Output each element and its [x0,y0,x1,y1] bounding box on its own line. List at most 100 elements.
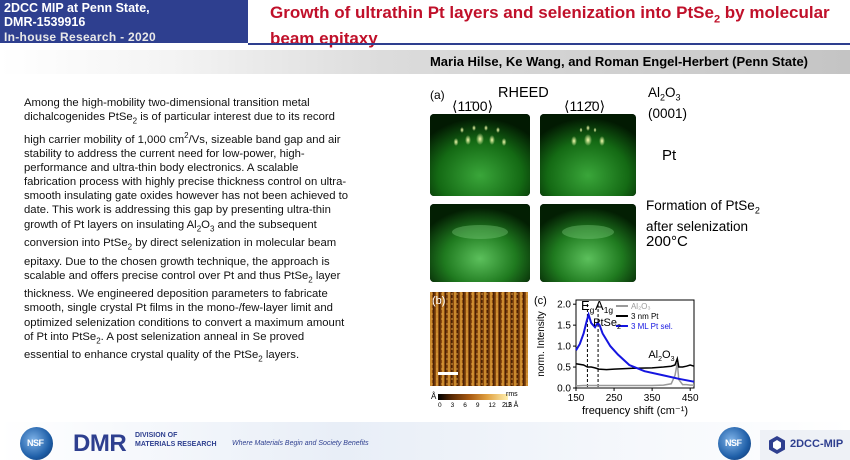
rheed-pattern [540,204,636,282]
inhouse-label: In-house Research - 2020 [4,30,156,44]
x-tick-label: 450 [682,393,699,404]
sub: 2 [196,223,202,233]
sub: 2 [660,92,666,103]
page-title: Growth of ultrathin Pt layers and seleni… [270,3,850,48]
rheed-label: RHEED [498,85,549,101]
afm-tick: 9 [475,402,480,409]
rheed-image-ptse2-2 [540,204,636,282]
dmr-division: DIVISION OF MATERIALS RESEARCH [135,432,217,449]
ptse2-label-sub: 2 [617,323,621,331]
raman-chart: 150 250 350 450 0.0 0.5 1.0 1.5 2.0 frequency shi… [536,298,699,417]
afm-rms-label: rms [506,391,518,398]
afm-rms-value: 2.2 Å [502,402,519,409]
substrate-orientation: (0001) [648,105,688,121]
2dcc-logo-text: 2DCC-MIP [790,438,844,450]
a1g-peak-label-main: A [595,298,604,313]
nsf-logo-right [718,427,751,460]
formation-text-2: after selenization [646,218,749,234]
afm-tick: 3 [450,402,455,409]
rheed-pattern [430,114,530,196]
afm-tick: 6 [463,402,467,409]
series-line [575,355,695,371]
rheed-image-pt-1 [430,114,530,196]
footer [0,422,850,460]
body-s1: Among the high-mobility two-dimensional … [24,97,310,124]
nsf-logo-right-text: NSF [725,438,742,448]
y-tick-label: 0.0 [557,384,571,395]
rheed-pattern [540,114,636,196]
rheed-image-pt-2 [540,114,636,196]
substrate-al: Al [648,85,661,100]
a1g-peak-label: A1g [595,298,613,315]
al2o3-part: Al [648,349,658,361]
series-line [575,311,695,383]
afm-tick: 0 [438,402,442,409]
body-s6: by direct selenization in molecular beam… [24,237,337,282]
afm-colorbar [438,394,508,400]
title-text-1: Growth of ultrathin Pt layers and seleni… [270,3,714,22]
x-tick-label: 350 [644,393,661,404]
rheed-image-ptse2-1 [430,204,530,282]
sub: 2 [754,205,760,216]
nsf-logo [20,427,53,460]
legend-label: 3 nm Pt [631,312,659,321]
title-sub: 2 [713,13,721,26]
al2o3-part: 3 [671,356,675,363]
al2o3-peak-label: Al2O3 [648,349,674,363]
sub: 2 [258,354,263,364]
x-tick-label: 250 [606,393,623,404]
formation-label: Formation of PtSe2 after selenization [646,198,760,234]
afm-colorbar-ticks: 0 3 6 9 12 15 [438,402,512,409]
afm-tick: 15 [504,402,512,409]
pt-label: Pt [662,147,677,164]
authors-bar [0,50,850,74]
afm-texture [430,292,528,386]
direction-label-1: ⟨11̄00⟩ [452,98,494,114]
sub: 2 [308,275,313,284]
body-s3: /Vs, sizeable band gap and air stability… [24,133,349,231]
eg-peak-label-sub: g [590,305,595,315]
afm-unit: Å [431,392,437,401]
body-s8: . A post selenization anneal in Se prove… [24,330,305,362]
program-header: 2DCC MIP at Penn State, DMR-1539916 In-h… [0,0,248,44]
direction-label-2: ⟨112̄0⟩ [564,98,606,114]
sub: 2 [96,336,101,346]
title-rule [248,43,850,45]
y-tick-label: 1.0 [557,342,571,353]
x-tick-label: 150 [568,393,585,404]
plot-frame [575,299,695,389]
abstract-text: Among the high-mobility two-dimensional … [24,96,349,367]
eg-peak-label-main: E [581,298,590,313]
sub: 2 [132,116,138,126]
substrate-o: O [665,85,676,100]
division-line-2: MATERIALS RESEARCH [135,440,217,448]
eg-peak-label: Eg [581,298,595,315]
ptse2-label-main: PtSe [593,317,617,329]
rheed-pattern [430,204,530,282]
sup: 2 [184,130,189,140]
legend-label: 3 ML Pt sel. [631,322,673,331]
panel-b-label: (b) [432,295,446,307]
dmr-tagline: Where Materials Begin and Society Benefi… [232,440,369,447]
x-axis-label: frequency shift (cm⁻¹) [582,405,688,417]
body-s7: layer thickness. We engineered depositio… [24,269,345,343]
award-number: DMR-1539916 [4,15,86,29]
legend-label: Al₂O₃ [631,302,651,311]
a1g-peak-label-sub: 1g [604,305,614,315]
y-axis-label: norm. Intensity [536,311,547,377]
y-tick-label: 0.5 [557,363,571,374]
2dcc-hexagon-icon [769,436,785,454]
panel-a-label: (a) [430,88,445,102]
authors: Maria Hilse, Ke Wang, and Roman Engel-He… [429,54,808,69]
sub: 3 [675,92,681,103]
program-name: 2DCC MIP at Penn State, [4,1,150,15]
body-s2: is of particular interest due to its rec… [24,111,335,146]
ptse2-label: PtSe2 [593,317,621,331]
series-line [575,362,694,387]
dmr-logo: DMR [73,430,127,457]
panel-c-label: (c) [534,295,547,307]
body-s5: and the subsequent conversion into PtSe [24,218,317,250]
formation-text: Formation of PtSe [646,198,755,213]
sub: 2 [127,242,133,252]
substrate-label: Al2O3 (0001) [648,85,687,121]
